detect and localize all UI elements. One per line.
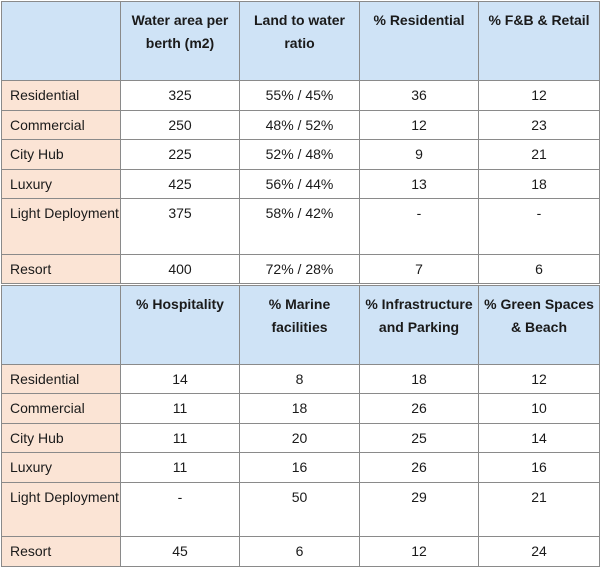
header-infrastructure-parking: % Infrastructure and Parking [359, 285, 479, 365]
table-berth-metrics: Water area per berth (m2) Land to water … [1, 1, 600, 284]
cell: 12 [359, 110, 479, 140]
cell: 11 [120, 393, 240, 424]
cell: 58% / 42% [239, 198, 360, 255]
row-label: City Hub [1, 139, 121, 170]
table-land-use-split: % Hospitality % Marine facilities % Infr… [1, 285, 600, 567]
row-label: Residential [1, 80, 121, 111]
row-label: Light Deployment [1, 482, 121, 537]
cell: 55% / 45% [239, 80, 360, 111]
cell: 11 [120, 423, 240, 453]
cell: 12 [478, 80, 600, 111]
cell: 18 [239, 393, 360, 424]
cell: 12 [478, 364, 600, 394]
header-water-area: Water area per berth (m2) [120, 1, 240, 81]
table-row: Light Deployment - 50 29 21 [1, 482, 600, 537]
cell: 21 [478, 139, 600, 170]
cell: 14 [120, 364, 240, 394]
table-row: Residential 14 8 18 12 [1, 364, 600, 394]
cell: 25 [359, 423, 479, 453]
cell: - [120, 482, 240, 537]
table-row: Commercial 250 48% / 52% 12 23 [1, 110, 600, 140]
cell: 10 [478, 393, 600, 424]
header-residential: % Residential [359, 1, 479, 81]
cell: 21 [478, 482, 600, 537]
cell: 18 [478, 169, 600, 199]
cell: 9 [359, 139, 479, 170]
header-corner [1, 285, 121, 365]
cell: 13 [359, 169, 479, 199]
cell: 20 [239, 423, 360, 453]
table-row: Luxury 11 16 26 16 [1, 452, 600, 483]
table-row: Resort 400 72% / 28% 7 6 [1, 254, 600, 284]
cell: - [359, 198, 479, 255]
header-corner [1, 1, 121, 81]
cell: 8 [239, 364, 360, 394]
cell: 52% / 48% [239, 139, 360, 170]
cell: 375 [120, 198, 240, 255]
table-header-row: Water area per berth (m2) Land to water … [1, 1, 600, 81]
row-label: Commercial [1, 393, 121, 424]
cell: 29 [359, 482, 479, 537]
cell: 16 [478, 452, 600, 483]
table-header-row: % Hospitality % Marine facilities % Infr… [1, 285, 600, 365]
cell: 45 [120, 536, 240, 567]
cell: 18 [359, 364, 479, 394]
row-label: Resort [1, 254, 121, 284]
table-row: Light Deployment 375 58% / 42% - - [1, 198, 600, 255]
row-label: Residential [1, 364, 121, 394]
row-label: Luxury [1, 169, 121, 199]
cell: 400 [120, 254, 240, 284]
table-row: Resort 45 6 12 24 [1, 536, 600, 567]
cell: - [478, 198, 600, 255]
cell: 12 [359, 536, 479, 567]
table-row: City Hub 225 52% / 48% 9 21 [1, 139, 600, 170]
header-hospitality: % Hospitality [120, 285, 240, 365]
cell: 72% / 28% [239, 254, 360, 284]
cell: 23 [478, 110, 600, 140]
cell: 250 [120, 110, 240, 140]
cell: 56% / 44% [239, 169, 360, 199]
cell: 6 [239, 536, 360, 567]
cell: 14 [478, 423, 600, 453]
cell: 325 [120, 80, 240, 111]
row-label: Luxury [1, 452, 121, 483]
cell: 6 [478, 254, 600, 284]
cell: 26 [359, 452, 479, 483]
cell: 11 [120, 452, 240, 483]
row-label: Resort [1, 536, 121, 567]
cell: 425 [120, 169, 240, 199]
table-row: City Hub 11 20 25 14 [1, 423, 600, 453]
table-row: Commercial 11 18 26 10 [1, 393, 600, 424]
table-row: Luxury 425 56% / 44% 13 18 [1, 169, 600, 199]
cell: 7 [359, 254, 479, 284]
cell: 16 [239, 452, 360, 483]
cell: 24 [478, 536, 600, 567]
cell: 26 [359, 393, 479, 424]
header-green-spaces-beach: % Green Spaces & Beach [478, 285, 600, 365]
cell: 36 [359, 80, 479, 111]
row-label: Light Deployment [1, 198, 121, 255]
row-label: Commercial [1, 110, 121, 140]
header-land-water-ratio: Land to water ratio [239, 1, 360, 81]
cell: 48% / 52% [239, 110, 360, 140]
row-label: City Hub [1, 423, 121, 453]
cell: 225 [120, 139, 240, 170]
header-fb-retail: % F&B & Retail [478, 1, 600, 81]
table-row: Residential 325 55% / 45% 36 12 [1, 80, 600, 111]
header-marine-facilities: % Marine facilities [239, 285, 360, 365]
cell: 50 [239, 482, 360, 537]
